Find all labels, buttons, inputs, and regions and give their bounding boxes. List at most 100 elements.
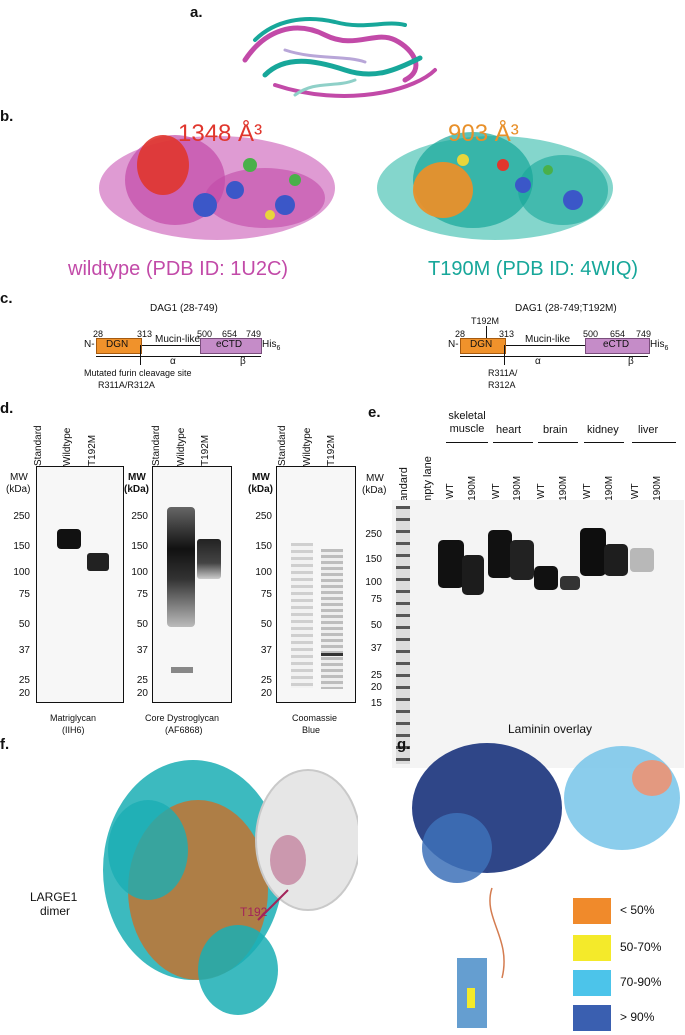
d2-band-wildtype — [167, 507, 195, 627]
construct-left-dgn-domain — [96, 338, 142, 354]
e-mw-150: 150 — [365, 554, 382, 565]
t190m-structure-image — [377, 132, 613, 240]
d3-mw-75: 75 — [260, 589, 272, 600]
construct-right-cleavage-arrow — [504, 345, 505, 365]
d1-mw-50: 50 — [18, 619, 30, 630]
construct-left-note2: R311A/R312A — [98, 380, 155, 390]
construct-right-pos-654: 654 — [610, 329, 626, 339]
construct-right-pos-313: 313 — [499, 329, 515, 339]
d2-blot-core-dystroglycan — [152, 466, 232, 703]
construct-left-ectd-label: eCTD — [216, 339, 243, 350]
d2-mw-250: 250 — [131, 511, 148, 522]
d2-mw-20: 20 — [136, 688, 148, 699]
d3-mw-150: 150 — [255, 541, 272, 552]
construct-left-ectd-domain — [200, 338, 262, 354]
legend-swatch-gt90 — [573, 1005, 611, 1031]
e-lane-wt-4: WT — [582, 483, 593, 499]
d2-mw-header: MW — [128, 472, 146, 483]
t192-site-label: T192 — [240, 905, 268, 919]
e-kda: (kDa) — [362, 485, 387, 496]
legend-swatch-70-90 — [573, 970, 611, 996]
e-group-kidney: kidney — [587, 424, 619, 436]
d3-mw-37: 37 — [260, 645, 272, 656]
construct-left-title: DAG1 (28-749) — [150, 303, 218, 314]
panel-g-label: g. — [397, 736, 411, 753]
t190m-volume-label: 903 Å³ — [448, 120, 519, 147]
d3-lane-t192m-bands — [321, 549, 343, 689]
construct-right-t192m: T192M — [471, 316, 500, 326]
construct-right-dgn-label: DGN — [470, 339, 493, 350]
construct-right-his-tag: His6 — [650, 339, 669, 352]
d2-band-t192m — [197, 539, 221, 579]
construct-right-pos-28: 28 — [455, 329, 466, 339]
d3-lane-wildtype: Wildtype — [302, 427, 313, 466]
e-group-line-liver — [632, 442, 676, 443]
construct-right-t192m-arrow — [486, 326, 487, 338]
e-lane-wt-3: WT — [536, 483, 547, 499]
d3-mw-25: 25 — [260, 675, 272, 686]
legend-swatch-50-70 — [573, 935, 611, 961]
legend-label-lt50: < 50% — [620, 903, 655, 917]
d1-mw-header: MW — [10, 472, 28, 483]
e-band-heart-wt — [488, 530, 512, 578]
d3-mw-250: 250 — [255, 511, 272, 522]
construct-left-his-tag: His6 — [262, 339, 281, 352]
e-blot-laminin-overlay — [392, 500, 684, 768]
e-mw-header: MW — [366, 473, 384, 484]
e-group-line-skeletal — [446, 442, 488, 443]
e-group-line-kidney — [584, 442, 624, 443]
construct-right-backbone — [460, 345, 650, 346]
panel-d-label: d. — [0, 400, 14, 417]
construct-left-beta-bracket — [228, 356, 261, 357]
legend-label-50-70: 50-70% — [620, 940, 662, 954]
construct-left-note1: Mutated furin cleavage site — [84, 368, 192, 378]
d3-lane-t192m: T192M — [326, 434, 337, 466]
d3-caption-1: Coomassie — [292, 713, 338, 723]
e-mw-75: 75 — [370, 594, 382, 605]
large1-dimer-structure-image — [103, 760, 358, 1015]
t190m-caption: T190M (PDB ID: 4WIQ) — [428, 258, 639, 280]
e-group-brain: brain — [543, 424, 568, 436]
d1-mw-75: 75 — [18, 589, 30, 600]
d2-lane-wildtype: Wildtype — [176, 427, 187, 466]
d3-kda: (kDa) — [248, 484, 274, 495]
e-group-line-heart — [493, 442, 533, 443]
e-caption: Laminin overlay — [508, 722, 593, 736]
panel-b-label: b. — [0, 108, 14, 125]
panel-f-label: f. — [0, 736, 10, 753]
d3-blot-coomassie — [276, 466, 356, 703]
legend-swatch-lt50 — [573, 898, 611, 924]
construct-right-alpha-bracket — [460, 356, 613, 357]
construct-left-pos-28: 28 — [93, 329, 104, 339]
panel-e-label: e. — [368, 404, 381, 421]
construct-left-pos-654: 654 — [222, 329, 238, 339]
e-mw-25: 25 — [370, 670, 382, 681]
large1-label-line1: LARGE1 — [30, 890, 78, 904]
e-mw-37: 37 — [370, 643, 382, 654]
d1-mw-25: 25 — [18, 675, 30, 686]
d3-lane-standard: Standard — [277, 425, 288, 466]
d1-mw-20: 20 — [18, 688, 30, 699]
construct-right-n-term: N- — [448, 339, 459, 350]
d2-band-low — [171, 667, 193, 673]
d1-lane-standard: Standard — [33, 425, 44, 466]
large1-label-line2: dimer — [40, 904, 71, 918]
e-group-line-brain — [538, 442, 578, 443]
panel-a-structure-overlay — [242, 17, 437, 98]
construct-left-pos-313: 313 — [137, 329, 153, 339]
d1-band-t192m — [87, 553, 109, 571]
construct-right-title: DAG1 (28-749;T192M) — [515, 303, 617, 314]
construct-right-beta-bracket — [613, 356, 648, 357]
d2-mw-50: 50 — [136, 619, 148, 630]
construct-right-alpha: α — [535, 356, 541, 367]
e-band-skeletal-wt — [438, 540, 464, 588]
d1-mw-250: 250 — [13, 511, 30, 522]
wildtype-caption: wildtype (PDB ID: 1U2C) — [68, 258, 289, 280]
d2-mw-75: 75 — [136, 589, 148, 600]
d3-mw-100: 100 — [255, 567, 272, 578]
e-standard-ladder — [396, 506, 410, 764]
construct-right-pos-749: 749 — [636, 329, 652, 339]
d2-mw-150: 150 — [131, 541, 148, 552]
d1-mw-150: 150 — [13, 541, 30, 552]
d3-mw-50: 50 — [260, 619, 272, 630]
